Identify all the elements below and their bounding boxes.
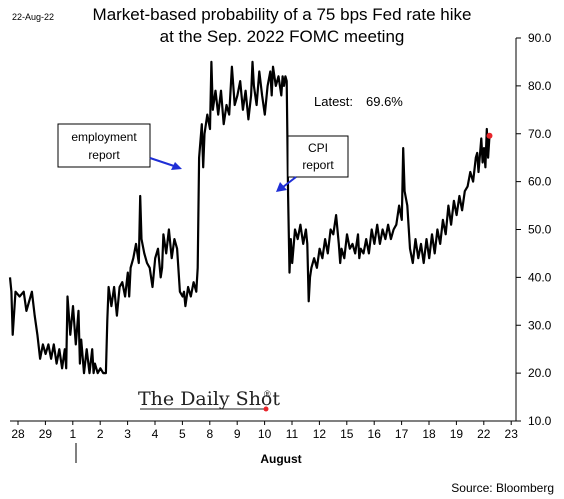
- x-tick-label: 22: [477, 427, 491, 441]
- employment-callout-box: [57, 123, 151, 168]
- x-tick-label: 18: [422, 427, 436, 441]
- cpi-arrow-head: [276, 182, 287, 192]
- y-tick-label: 10.0: [528, 414, 552, 428]
- x-tick-label: 15: [340, 427, 354, 441]
- cpi-arrow-shaft: [282, 176, 297, 188]
- employment-arrow-shaft: [149, 157, 175, 167]
- latest-value-marker: [486, 132, 493, 139]
- x-tick-label: 29: [39, 427, 53, 441]
- x-tick-label: 19: [450, 427, 464, 441]
- employment-arrow-head: [171, 162, 182, 170]
- cpi-callout-box: [287, 135, 349, 178]
- y-tick-label: 90.0: [528, 31, 552, 45]
- x-axis-ticks: 28 29 1 2 3 4 5 8 9 10 11 12 15 16 17 18 19 22 23: [11, 421, 518, 441]
- x-tick-label: 9: [234, 427, 241, 441]
- x-axis-title: August: [260, 452, 301, 466]
- chart-title-line2: at the Sep. 2022 FOMC meeting: [160, 27, 405, 46]
- x-tick-label: 3: [124, 427, 131, 441]
- x-tick-label: 28: [11, 427, 25, 441]
- logo-text: The Daily Shot: [138, 388, 280, 410]
- x-tick-label: 4: [152, 427, 159, 441]
- chart-title-line1: Market-based probability of a 75 bps Fed…: [93, 5, 472, 24]
- cpi-callout-line2: report: [302, 158, 334, 172]
- latest-label: Latest:: [314, 94, 353, 109]
- logo-dot: [263, 406, 269, 412]
- y-axis-ticks: 10.0 20.0 30.0 40.0 50.0 60.0 70.0 80.0 90.0: [516, 31, 552, 428]
- logo-registered-mark: ®: [264, 389, 271, 399]
- y-tick-label: 50.0: [528, 223, 552, 237]
- x-tick-label: 2: [97, 427, 104, 441]
- y-tick-label: 70.0: [528, 127, 552, 141]
- x-tick-label: 12: [313, 427, 327, 441]
- x-tick-label: 16: [368, 427, 382, 441]
- latest-value: 69.6%: [366, 94, 403, 109]
- x-tick-label: 17: [395, 427, 409, 441]
- cpi-callout-line1: CPI: [308, 141, 328, 155]
- series-line: [8, 60, 491, 375]
- y-tick-label: 80.0: [528, 79, 552, 93]
- x-tick-label: 1: [69, 427, 76, 441]
- employment-callout-line2: report: [88, 148, 120, 162]
- y-tick-label: 20.0: [528, 366, 552, 380]
- x-tick-label: 11: [286, 427, 299, 441]
- y-tick-label: 30.0: [528, 318, 552, 332]
- chart-date: 22-Aug-22: [12, 12, 54, 22]
- y-tick-label: 60.0: [528, 175, 552, 189]
- x-tick-label: 10: [258, 427, 272, 441]
- x-tick-label: 8: [206, 427, 213, 441]
- y-tick-label: 40.0: [528, 270, 552, 284]
- x-tick-label: 5: [179, 427, 186, 441]
- source-note: Source: Bloomberg: [451, 481, 554, 495]
- x-tick-label: 23: [505, 427, 519, 441]
- employment-callout-line1: employment: [71, 130, 137, 144]
